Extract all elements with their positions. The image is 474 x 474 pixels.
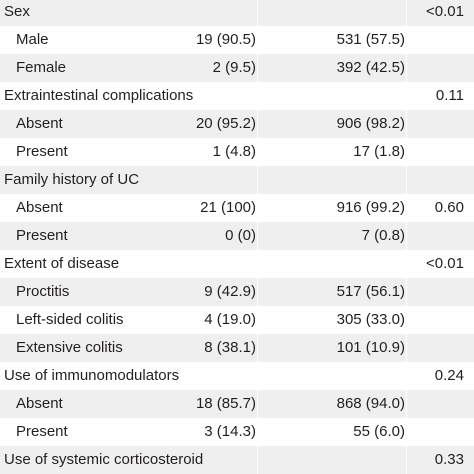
table-row: Sex <0.01 [0,0,474,26]
cell-group2-value: 17 (1.8) [353,143,405,160]
row-section-label: Sex [4,3,30,20]
table-row: Absent 18 (85.7) 868 (94.0) [0,390,474,418]
row-category-label: Absent [16,115,63,132]
cell-group1-value: 18 (85.7) [195,395,256,412]
table-row: Extraintestinal complications 0.11 [0,82,474,110]
table-row: Use of systemic corticosteroid 0.33 [0,446,474,474]
cell-group2-value: 392 (42.5) [336,59,405,76]
row-category-label: Present [16,423,68,440]
column-divider-1 [257,0,258,474]
cell-p-value: 0.60 [434,199,464,216]
table-row: Proctitis 9 (42.9) 517 (56.1) [0,278,474,306]
row-category-label: Proctitis [16,283,70,300]
cell-p-value: <0.01 [426,3,464,20]
cell-group2-value: 531 (57.5) [336,31,405,48]
table-row: Extent of disease <0.01 [0,250,474,278]
cell-group1-value: 8 (38.1) [204,339,256,356]
table-row: Present 0 (0) 7 (0.8) [0,222,474,250]
cell-group2-value: 55 (6.0) [353,423,405,440]
row-section-label: Extraintestinal complications [4,87,194,104]
table-row: Absent 20 (95.2) 906 (98.2) [0,110,474,138]
cell-group1-value: 4 (19.0) [204,311,256,328]
cell-group1-value: 21 (100) [200,199,256,216]
cell-group2-value: 916 (99.2) [336,199,405,216]
cell-group2-value: 305 (33.0) [336,311,405,328]
row-category-label: Extensive colitis [16,339,123,356]
cell-group1-value: 2 (9.5) [212,59,256,76]
row-category-label: Absent [16,199,63,216]
cell-p-value: <0.01 [426,255,464,272]
table-row: Extensive colitis 8 (38.1) 101 (10.9) [0,334,474,362]
table-row: Absent 21 (100) 916 (99.2) 0.60 [0,194,474,222]
row-section-label: Use of immunomodulators [4,367,180,384]
cell-group2-value: 7 (0.8) [361,227,405,244]
table-row: Family history of UC [0,166,474,194]
row-section-label: Extent of disease [4,255,120,272]
row-category-label: Left-sided colitis [16,311,124,328]
column-divider-2 [406,0,407,474]
row-section-label: Use of systemic corticosteroid [4,451,204,468]
cell-group2-value: 868 (94.0) [336,395,405,412]
table-row: Left-sided colitis 4 (19.0) 305 (33.0) [0,306,474,334]
table-row: Female 2 (9.5) 392 (42.5) [0,54,474,82]
table-row: Present 3 (14.3) 55 (6.0) [0,418,474,446]
cell-p-value: 0.33 [434,451,464,468]
cell-group2-value: 906 (98.2) [336,115,405,132]
cell-group1-value: 1 (4.8) [212,143,256,160]
row-category-label: Male [16,31,49,48]
row-category-label: Present [16,143,68,160]
table-row: Male 19 (90.5) 531 (57.5) [0,26,474,54]
cell-group1-value: 19 (90.5) [195,31,256,48]
cell-group2-value: 517 (56.1) [336,283,405,300]
cell-p-value: 0.24 [434,367,464,384]
row-category-label: Absent [16,395,63,412]
cell-group1-value: 20 (95.2) [195,115,256,132]
row-category-label: Female [16,59,67,76]
row-section-label: Family history of UC [4,171,140,188]
cell-group1-value: 0 (0) [225,227,256,244]
row-category-label: Present [16,227,68,244]
cell-group1-value: 3 (14.3) [204,423,256,440]
table-row: Present 1 (4.8) 17 (1.8) [0,138,474,166]
cell-group2-value: 101 (10.9) [336,339,405,356]
cell-group1-value: 9 (42.9) [204,283,256,300]
table-row: Use of immunomodulators 0.24 [0,362,474,390]
cell-p-value: 0.11 [435,87,464,104]
